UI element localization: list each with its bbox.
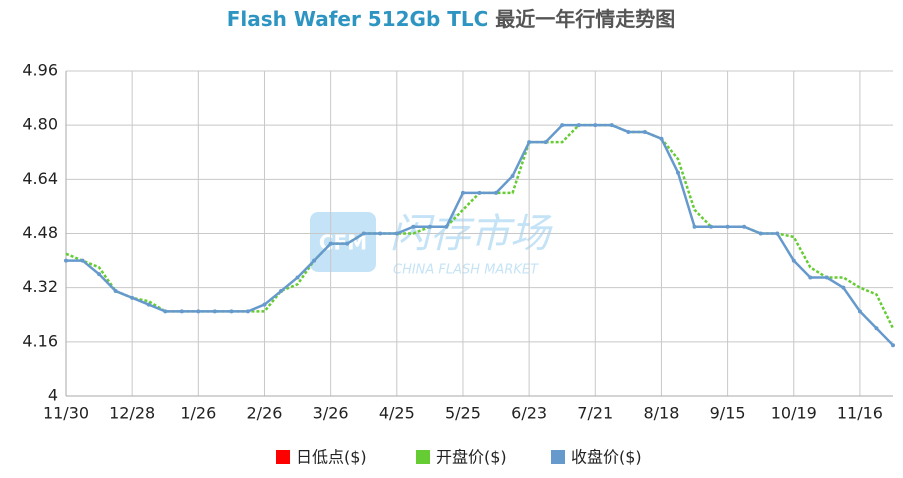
x-tick-label: 1/26	[180, 404, 216, 423]
point	[64, 258, 68, 263]
x-tick-label: 3/26	[313, 404, 349, 423]
point	[874, 326, 879, 331]
legend-label: 日低点($)	[296, 448, 367, 467]
point	[659, 136, 664, 141]
point	[80, 258, 85, 263]
chart-title: Flash Wafer 512Gb TLC 最近一年行情走势图	[227, 7, 676, 31]
point	[113, 289, 118, 294]
point	[460, 190, 465, 195]
point	[775, 231, 780, 236]
point	[345, 241, 350, 246]
point	[130, 295, 135, 300]
point	[146, 302, 151, 307]
point	[725, 224, 730, 229]
point	[527, 140, 532, 145]
x-tick-label: 6/23	[511, 404, 547, 423]
y-tick-label: 4.80	[22, 115, 58, 134]
legend-swatch	[276, 450, 290, 464]
x-tick-label: 11/30	[43, 404, 89, 423]
watermark-logo-box	[310, 212, 376, 272]
point	[593, 123, 598, 128]
point	[97, 272, 102, 277]
x-tick-label: 11/16	[837, 404, 883, 423]
point	[841, 285, 846, 290]
point	[411, 224, 416, 229]
point	[808, 275, 813, 280]
point	[312, 258, 317, 263]
x-tick-label: 7/21	[577, 404, 613, 423]
point	[758, 231, 763, 236]
point	[427, 224, 432, 229]
point	[361, 231, 366, 236]
title-sub: 最近一年行情走势图	[495, 7, 675, 31]
point	[444, 224, 449, 229]
point	[642, 129, 647, 134]
point	[229, 309, 234, 314]
point	[709, 224, 714, 229]
point	[791, 258, 796, 263]
point	[494, 190, 499, 195]
point	[626, 129, 631, 134]
watermark-name-en: CHINA FLASH MARKET	[393, 263, 539, 278]
y-tick-label: 4	[48, 386, 58, 405]
point	[560, 123, 565, 128]
x-tick-label: 8/18	[643, 404, 679, 423]
point	[245, 309, 250, 314]
legend-swatch	[551, 450, 565, 464]
y-tick-label: 4.16	[22, 331, 58, 350]
point	[262, 302, 267, 307]
title-main: Flash Wafer 512Gb TLC	[227, 7, 489, 31]
point	[477, 190, 482, 195]
y-tick-label: 4.32	[22, 277, 58, 296]
x-tick-label: 9/15	[710, 404, 746, 423]
x-tick-label: 5/25	[445, 404, 481, 423]
point	[675, 170, 680, 175]
legend-label: 开盘价($)	[436, 448, 507, 467]
point	[510, 173, 515, 178]
point	[692, 224, 697, 229]
x-tick-label: 12/28	[109, 404, 155, 423]
point	[891, 343, 895, 348]
point	[179, 309, 184, 314]
point	[328, 241, 333, 246]
x-tick-label: 4/25	[379, 404, 415, 423]
legend-swatch	[416, 450, 430, 464]
point	[824, 275, 829, 280]
y-tick-label: 4.64	[22, 169, 58, 188]
point	[279, 289, 284, 294]
point	[295, 275, 300, 280]
point	[576, 123, 581, 128]
legend-label: 收盘价($)	[571, 448, 642, 467]
y-tick-label: 4.96	[22, 61, 58, 80]
x-tick-label: 2/26	[247, 404, 283, 423]
point	[742, 224, 747, 229]
point	[609, 123, 614, 128]
x-tick-label: 10/19	[771, 404, 817, 423]
point	[196, 309, 201, 314]
point	[394, 231, 399, 236]
point	[212, 309, 217, 314]
point	[378, 231, 383, 236]
point	[163, 309, 168, 314]
point	[857, 309, 862, 314]
y-tick-label: 4.48	[22, 223, 58, 242]
point	[543, 140, 548, 145]
